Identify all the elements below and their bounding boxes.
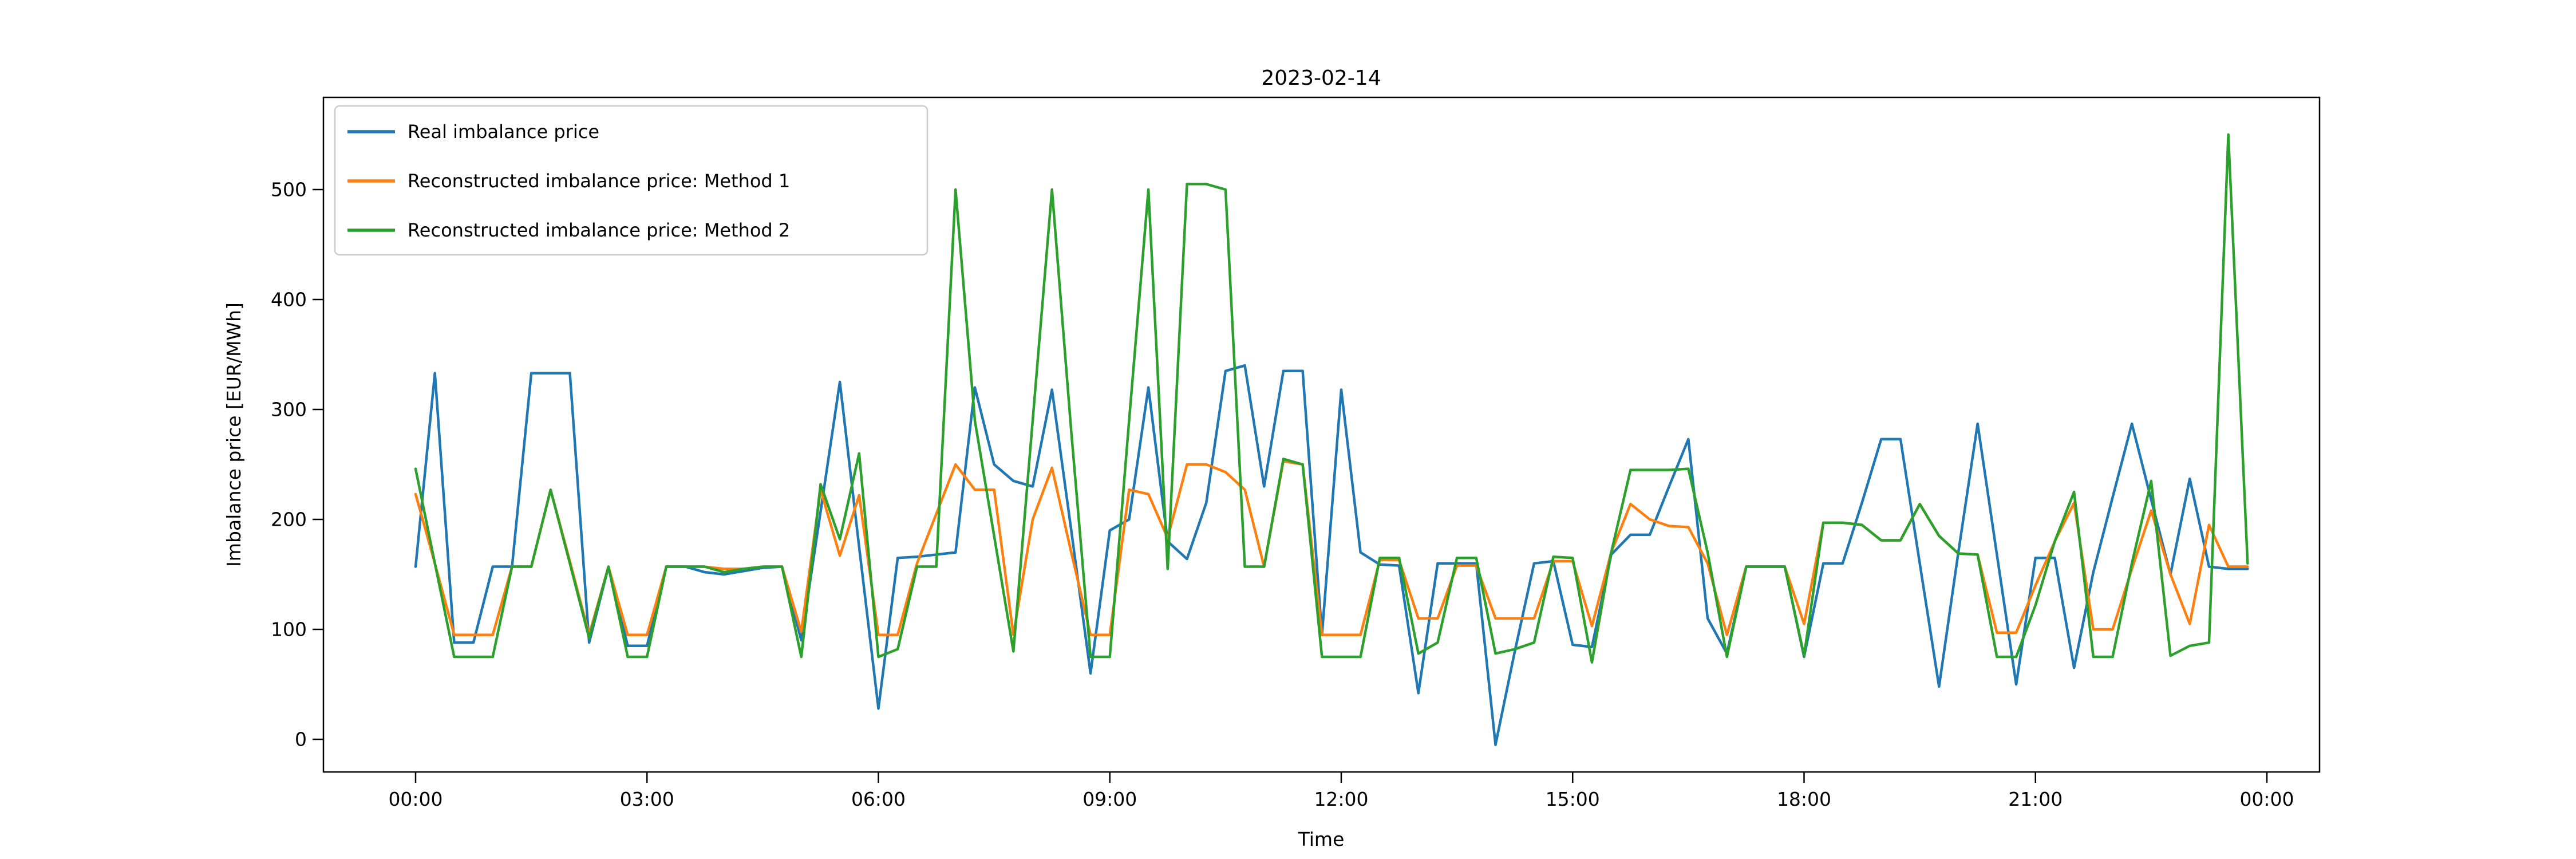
- x-tick-label: 12:00: [1314, 788, 1368, 810]
- x-tick-label: 06:00: [851, 788, 906, 810]
- plot-frame: [322, 96, 2321, 773]
- y-tick-label: 100: [271, 618, 307, 641]
- chart-title: 2023-02-14: [1261, 66, 1381, 90]
- series-line-2: [414, 133, 2249, 664]
- x-tick-label: 00:00: [2239, 788, 2294, 810]
- x-tick-label: 09:00: [1082, 788, 1137, 810]
- y-axis-label: Imbalance price [EUR/MWh]: [223, 302, 245, 567]
- x-tick-label: 21:00: [2008, 788, 2063, 810]
- series-line-1: [414, 459, 2249, 636]
- series-line-0: [414, 364, 2249, 746]
- legend-label-0: Real imbalance price: [408, 121, 599, 143]
- y-tick-label: 500: [271, 179, 307, 201]
- y-tick-label: 200: [271, 509, 307, 531]
- y-tick-label: 400: [271, 289, 307, 311]
- x-tick-label: 03:00: [620, 788, 674, 810]
- x-tick-label: 00:00: [388, 788, 442, 810]
- legend-box: [334, 105, 929, 256]
- x-tick-label: 15:00: [1546, 788, 1600, 810]
- legend-label-2: Reconstructed imbalance price: Method 2: [408, 219, 790, 241]
- x-axis-label: Time: [1298, 828, 1345, 850]
- y-tick-label: 300: [271, 399, 307, 421]
- legend-label-1: Reconstructed imbalance price: Method 1: [408, 170, 790, 192]
- y-tick-label: 0: [295, 728, 307, 751]
- x-tick-label: 18:00: [1777, 788, 1831, 810]
